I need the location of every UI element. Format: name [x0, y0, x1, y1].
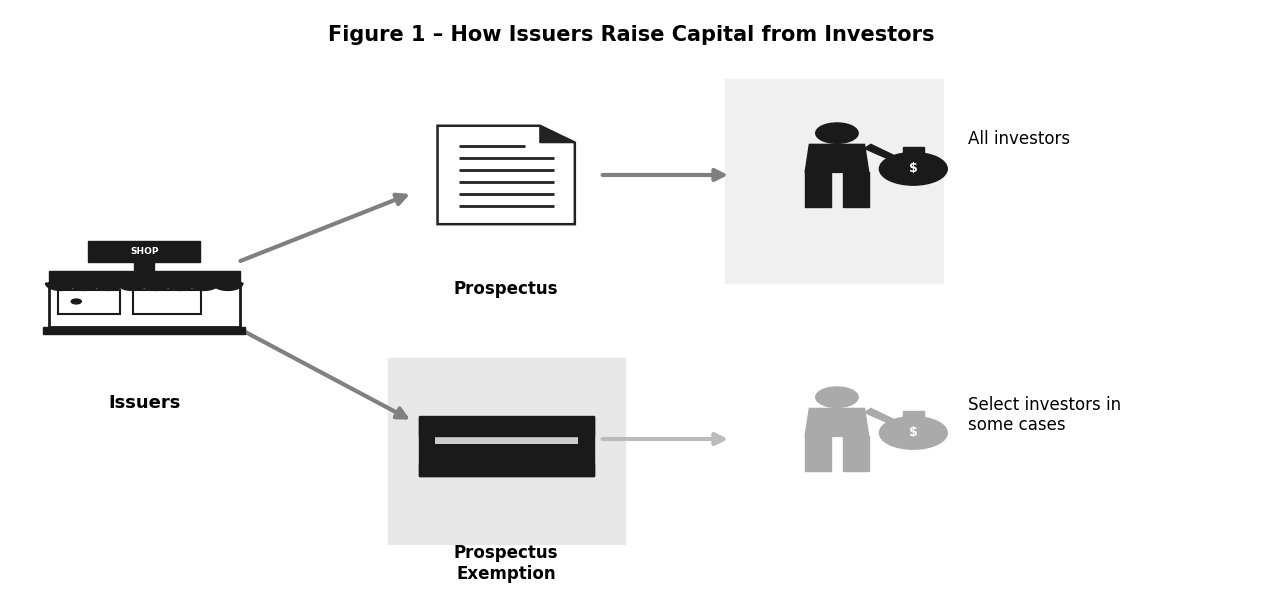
FancyBboxPatch shape — [724, 79, 943, 283]
Text: Prospectus
Exemption: Prospectus Exemption — [454, 544, 559, 583]
FancyBboxPatch shape — [419, 417, 593, 436]
FancyBboxPatch shape — [133, 290, 201, 314]
FancyBboxPatch shape — [387, 358, 625, 544]
Polygon shape — [117, 283, 148, 290]
FancyBboxPatch shape — [49, 271, 240, 283]
Circle shape — [71, 299, 81, 304]
Circle shape — [880, 416, 948, 449]
Text: Select investors in
some cases: Select investors in some cases — [968, 395, 1121, 435]
FancyBboxPatch shape — [88, 241, 201, 262]
Polygon shape — [438, 126, 574, 224]
Polygon shape — [805, 144, 868, 173]
Circle shape — [815, 123, 858, 143]
Text: SHOP: SHOP — [130, 247, 159, 256]
Polygon shape — [805, 437, 830, 471]
Polygon shape — [540, 126, 574, 142]
FancyBboxPatch shape — [434, 423, 578, 444]
Text: Prospectus: Prospectus — [454, 280, 559, 298]
FancyBboxPatch shape — [43, 327, 245, 334]
FancyBboxPatch shape — [49, 283, 240, 327]
Text: Figure 1 – How Issuers Raise Capital from Investors: Figure 1 – How Issuers Raise Capital fro… — [328, 25, 934, 45]
Polygon shape — [165, 283, 196, 290]
Circle shape — [815, 387, 858, 408]
FancyBboxPatch shape — [902, 147, 924, 155]
FancyBboxPatch shape — [58, 290, 120, 314]
Text: All investors: All investors — [968, 130, 1070, 148]
Polygon shape — [212, 283, 244, 290]
FancyBboxPatch shape — [134, 262, 154, 271]
Circle shape — [880, 152, 948, 185]
Text: $: $ — [909, 162, 917, 176]
FancyBboxPatch shape — [419, 463, 593, 476]
Polygon shape — [843, 437, 868, 471]
Text: $: $ — [909, 426, 917, 440]
Polygon shape — [805, 173, 830, 206]
Polygon shape — [93, 283, 124, 290]
FancyBboxPatch shape — [902, 411, 924, 419]
Polygon shape — [69, 283, 100, 290]
Polygon shape — [864, 408, 896, 424]
Polygon shape — [805, 408, 868, 437]
Polygon shape — [189, 283, 220, 290]
Polygon shape — [843, 173, 868, 206]
Polygon shape — [45, 283, 76, 290]
Polygon shape — [864, 144, 896, 160]
Polygon shape — [419, 416, 593, 476]
Polygon shape — [141, 283, 172, 290]
Text: Issuers: Issuers — [109, 394, 180, 412]
